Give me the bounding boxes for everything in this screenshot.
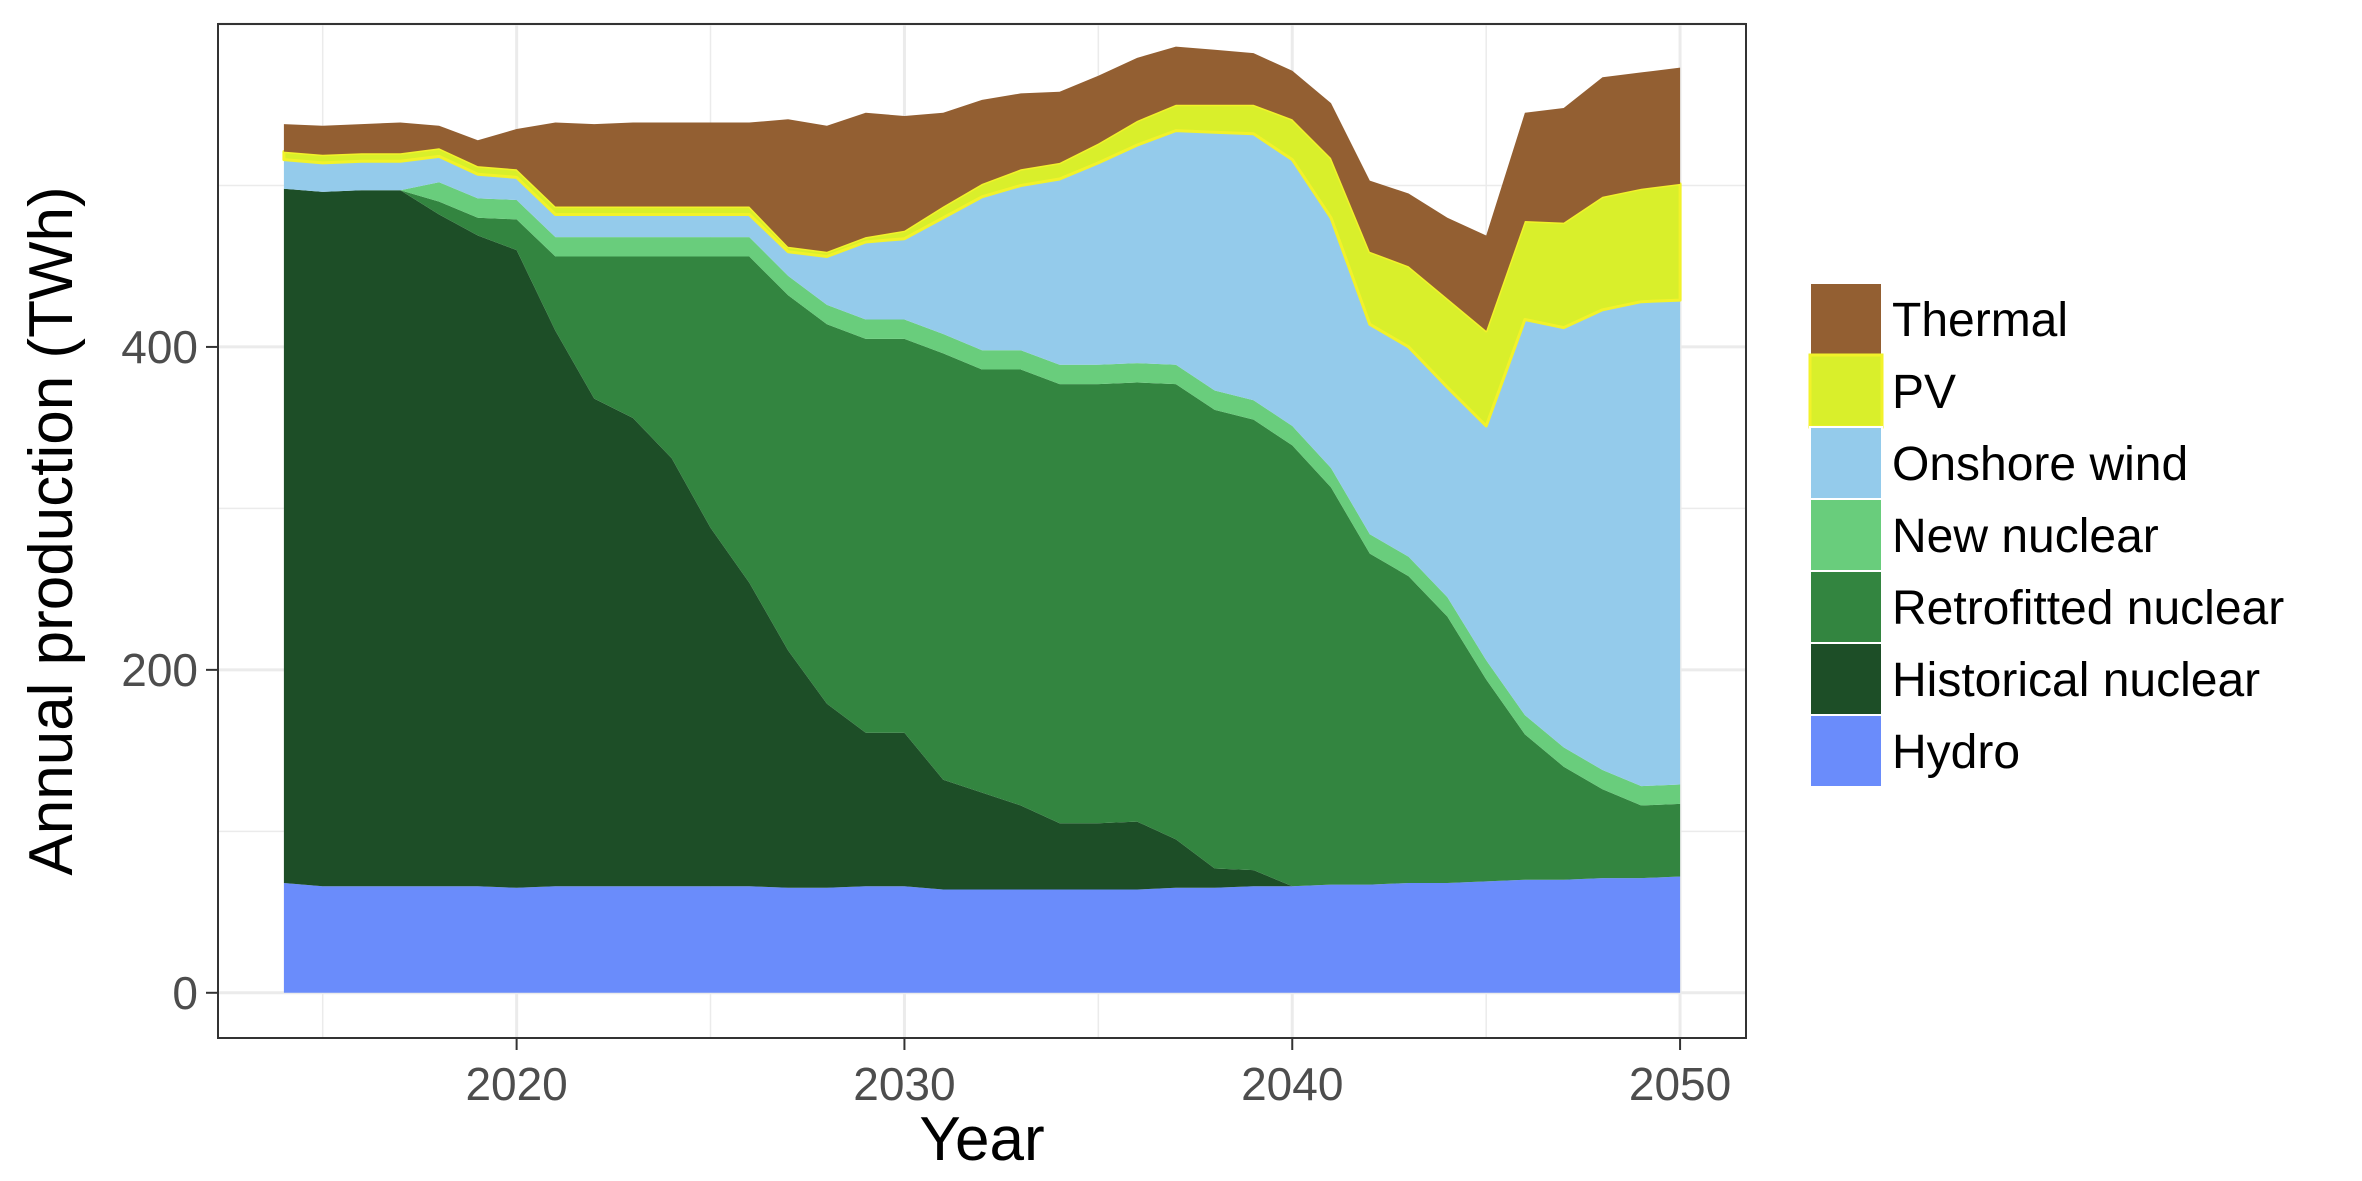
legend-label-hydro: Hydro	[1892, 726, 2020, 779]
x-tick-label: 2030	[853, 1058, 955, 1110]
plot-frame	[217, 23, 1747, 1039]
y-tick-label: 400	[121, 321, 198, 373]
legend-key-historical-nuclear	[1809, 642, 1883, 716]
x-axis-title: Year	[919, 1105, 1044, 1174]
area-new-nuclear	[283, 182, 1681, 806]
legend-key-retrofitted-nuclear	[1809, 570, 1883, 644]
x-tick-label: 2020	[465, 1058, 567, 1110]
legend-key-onshore-wind	[1809, 426, 1883, 500]
legend-key-thermal	[1809, 282, 1883, 356]
legend-key-hydro	[1809, 714, 1883, 788]
legend-label-thermal: Thermal	[1892, 294, 2068, 347]
legend-label-onshore-wind: Onshore wind	[1892, 438, 2188, 491]
x-tick-label: 2040	[1241, 1058, 1343, 1110]
area-thermal	[283, 46, 1681, 331]
areas	[282, 46, 1682, 993]
legend-label-pv: PV	[1892, 366, 1956, 419]
legend: Thermal PV Onshore wind New nuclear Retrofit…	[1808, 282, 2284, 788]
legend-label-new-nuclear: New nuclear	[1892, 510, 2159, 563]
x-tick-label: 2050	[1629, 1058, 1731, 1110]
area-onshore-wind	[283, 130, 1681, 787]
y-tick-label: 0	[172, 967, 198, 1019]
y-tick-label: 200	[121, 644, 198, 696]
ticks: 2020 2030 2040 2050 0 200 400	[121, 321, 1731, 1110]
legend-key-new-nuclear	[1809, 498, 1883, 572]
area-retrofitted-nuclear	[283, 188, 1681, 887]
legend-key-pv	[1808, 353, 1884, 429]
area-hydro	[283, 876, 1681, 993]
area-historical-nuclear	[283, 188, 1681, 890]
legend-label-historical-nuclear: Historical nuclear	[1892, 654, 2260, 707]
y-axis-title: Annual production (TWh)	[17, 186, 86, 875]
legend-label-retrofitted-nuclear: Retrofitted nuclear	[1892, 582, 2284, 635]
